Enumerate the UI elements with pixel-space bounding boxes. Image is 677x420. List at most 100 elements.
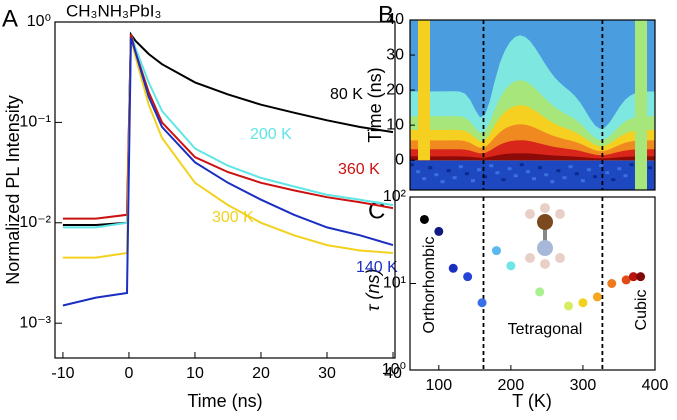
series-label: 360 K [338,161,380,178]
lifetime-point [448,263,458,273]
lifetime-point [564,301,574,311]
plot-frame [409,19,656,191]
plot-area [62,31,394,307]
lifetime-point [477,298,487,308]
heat-edge [418,20,430,161]
heat-texture [434,173,439,177]
lifetime-point [491,246,501,256]
lifetime-point [506,261,516,271]
pl-decay-curve [62,34,394,220]
heat-texture [422,177,427,181]
y-tick-label: 10 [386,116,404,133]
y-tick-label: 40 [386,11,404,28]
y-tick-label: 10⁰ [27,13,51,30]
heat-layer [410,140,655,161]
lifetime-point [578,298,588,308]
heat-texture [471,179,475,183]
heat-texture [489,164,494,168]
series-label: 200 K [250,126,292,143]
y-tick-label: 10⁻² [19,214,51,231]
heat-texture [513,174,518,178]
x-tick-label: 20 [252,365,270,382]
heat-texture [556,169,561,173]
y-tick-label: 10² [383,188,407,205]
heat-texture [544,173,549,177]
heat-texture [428,166,433,170]
heat-texture [416,170,421,174]
panel-label: A [2,5,18,32]
lifetime-point [592,292,602,302]
heat-texture [580,179,585,183]
x-axis-label: T (K) [512,391,552,411]
x-tick-label: 10 [186,365,204,382]
x-tick-label: 400 [642,377,669,394]
heat-texture [568,165,573,169]
heat-texture [519,163,524,167]
lifetime-point [607,279,617,288]
x-tick-label: -10 [51,365,74,382]
lifetime-point [535,287,545,297]
heat-texture [501,178,506,182]
pl-decay-curve [62,34,394,229]
y-tick-label: 0 [395,151,404,168]
heat-texture [562,176,567,180]
plot-frame [54,21,396,359]
heat-texture [458,165,463,169]
y-tick-label: 20 [386,81,404,98]
lifetime-point [628,272,638,282]
heat-texture [623,174,628,178]
heat-layer [410,153,655,161]
heat-texture [483,175,488,179]
heat-texture [495,171,500,175]
chart-title: CH₃NH₃PbI₃ [66,1,161,20]
series-label: 300 K [212,209,254,226]
y-tick-label: 30 [386,46,404,63]
phase-label: Orthorhombic [421,237,438,334]
heat-texture [410,163,414,167]
series-label: 80 K [330,86,363,103]
heat-texture [550,180,555,184]
lifetime-point [636,272,646,282]
x-tick-label: 0 [124,365,133,382]
x-tick-label: 40 [384,365,402,382]
series-label: 140 K [356,259,398,276]
heat-texture [647,166,652,170]
x-tick-label: 300 [570,377,597,394]
lifetime-point [434,226,444,236]
y-tick-label: 10¹ [383,275,406,292]
heat-texture [440,180,445,184]
y-axis-label: τ (ns) [363,269,383,312]
molecule-illustration [525,203,565,269]
heat-texture [525,170,530,174]
heat-texture [599,164,604,168]
heat-texture [586,168,591,172]
heat-texture [617,167,622,171]
heat-texture [611,178,616,182]
heat-texture [605,171,610,175]
heat-texture [538,166,543,170]
heat-edge [635,20,647,190]
heat-texture [532,177,536,181]
phase-label: Tetragonal [508,321,583,338]
lifetime-point [463,272,473,282]
heat-texture [574,172,579,176]
x-tick-label: 100 [425,377,452,394]
heat-pre-zero [410,160,655,190]
heat-texture [629,163,634,167]
heat-texture [593,175,597,179]
x-axis-label: Time (ns) [187,391,262,411]
heatmap [410,20,655,190]
phase-label: Cubic [633,290,650,331]
y-axis-label: Normalized PL Intensity [3,95,23,284]
heat-texture [446,169,451,173]
y-tick-label: 10⁰ [382,361,406,378]
heat-texture [464,172,469,176]
lifetime-point [621,275,631,285]
y-tick-label: 10⁻¹ [19,114,51,131]
y-axis-label: Time (ns) [365,67,385,142]
heat-texture [452,176,457,180]
plot-frame [409,196,656,371]
pl-decay-curve [62,37,394,307]
lifetime-point [419,214,429,224]
